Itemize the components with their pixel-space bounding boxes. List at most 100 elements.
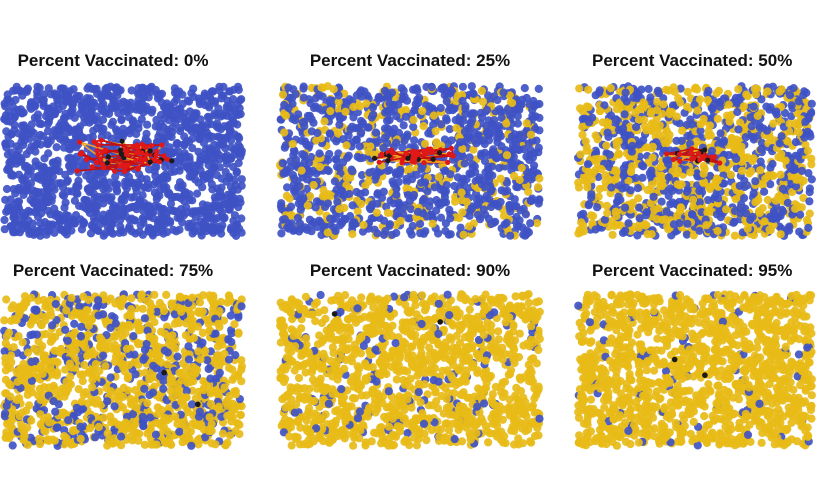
unvaccinated-dot (96, 220, 105, 229)
transmission-link (91, 165, 126, 173)
unvaccinated-dot (388, 129, 397, 138)
unvaccinated-dot (199, 138, 208, 147)
vaccinated-dot (285, 194, 294, 203)
vaccinated-dot (396, 216, 405, 225)
unvaccinated-dot (99, 231, 108, 240)
unvaccinated-dot (481, 210, 490, 219)
unvaccinated-dot (506, 231, 515, 240)
unvaccinated-dot (399, 86, 408, 95)
unvaccinated-dot (49, 102, 58, 111)
vaccinated-dot (748, 156, 757, 166)
unvaccinated-dot (8, 441, 17, 450)
unvaccinated-dot (444, 230, 453, 239)
unvaccinated-dot (226, 154, 236, 163)
unvaccinated-dot (61, 135, 70, 144)
unvaccinated-dot (31, 157, 40, 166)
unvaccinated-dot (26, 179, 36, 188)
unvaccinated-dot (10, 120, 19, 130)
vaccinated-dot (713, 114, 722, 123)
unvaccinated-dot (208, 87, 217, 96)
vaccinated-dot (326, 107, 335, 116)
recovered-dot (119, 138, 125, 144)
unvaccinated-dot (368, 110, 378, 120)
infected-dot (112, 168, 118, 174)
vaccinated-dot (478, 97, 488, 106)
infected-dot (422, 150, 428, 156)
unvaccinated-dot (68, 105, 77, 114)
unvaccinated-dot (349, 113, 358, 122)
unvaccinated-dot (315, 149, 324, 158)
unvaccinated-dot (60, 203, 69, 212)
unvaccinated-dot (755, 123, 764, 132)
unvaccinated-dot (305, 111, 314, 120)
vaccinated-dot (348, 230, 357, 239)
unvaccinated-dot (760, 187, 769, 196)
panel-25pct: Percent Vaccinated: 25% (276, 51, 544, 240)
unvaccinated-dot (447, 136, 456, 145)
unvaccinated-dot (607, 183, 616, 192)
unvaccinated-dot (32, 96, 41, 105)
unvaccinated-dot (588, 113, 597, 122)
unvaccinated-dot (111, 172, 120, 181)
unvaccinated-dot (622, 183, 631, 192)
infected-dot (139, 141, 145, 147)
vaccinated-dot (655, 121, 664, 130)
unvaccinated-dot (83, 196, 92, 205)
vaccinated-dot (693, 106, 702, 115)
unvaccinated-dot (210, 98, 219, 107)
infected-dot (688, 150, 695, 156)
unvaccinated-dot (374, 92, 384, 101)
unvaccinated-dot (779, 207, 788, 216)
unvaccinated-dot (156, 110, 166, 120)
unvaccinated-dot (654, 89, 663, 98)
unvaccinated-dot (309, 103, 319, 113)
infected-dot (142, 156, 148, 162)
infected-dot (148, 143, 154, 149)
vaccinated-dot (419, 122, 428, 131)
unvaccinated-dot (442, 97, 451, 106)
unvaccinated-dot (237, 146, 246, 155)
unvaccinated-dot (155, 129, 164, 138)
unvaccinated-dot (55, 167, 64, 176)
unvaccinated-dot (97, 90, 106, 99)
unvaccinated-dot (72, 189, 81, 198)
unvaccinated-dot (352, 135, 361, 144)
unvaccinated-dot (440, 189, 449, 198)
unvaccinated-dot (447, 86, 456, 95)
vaccinated-dot (611, 207, 620, 216)
infected-dot (95, 142, 101, 148)
unvaccinated-dot (624, 219, 633, 228)
unvaccinated-dot (622, 97, 631, 106)
unvaccinated-dot (805, 197, 814, 206)
unvaccinated-dot (110, 201, 119, 210)
unvaccinated-dot (350, 218, 359, 227)
vaccinated-dot (672, 112, 682, 121)
unvaccinated-dot (88, 146, 97, 155)
unvaccinated-dot (371, 128, 380, 137)
vaccinated-dot (342, 141, 351, 150)
vaccinated-dot (281, 111, 291, 120)
unvaccinated-dot (207, 167, 216, 176)
unvaccinated-dot (664, 173, 674, 182)
vaccinated-dot (726, 170, 736, 179)
vaccinated-dot (704, 131, 713, 140)
infected-dot (139, 150, 145, 156)
infected-dot (123, 151, 129, 157)
unvaccinated-dot (299, 82, 308, 91)
unvaccinated-dot (715, 98, 724, 107)
vaccinated-dot (648, 153, 657, 162)
vaccinated-dot (805, 209, 814, 218)
unvaccinated-dot (492, 123, 502, 133)
unvaccinated-dot (229, 162, 238, 172)
unvaccinated-dot (143, 120, 152, 129)
unvaccinated-dot (59, 84, 68, 93)
unvaccinated-dot (122, 107, 131, 116)
unvaccinated-dot (649, 192, 658, 201)
unvaccinated-dot (466, 206, 475, 215)
vaccinated-dot (611, 166, 620, 175)
recovered-dot (117, 147, 124, 153)
unvaccinated-dot (472, 195, 481, 204)
unvaccinated-dot (480, 157, 490, 166)
vaccinated-dot (734, 85, 743, 94)
unvaccinated-dot (778, 184, 788, 193)
